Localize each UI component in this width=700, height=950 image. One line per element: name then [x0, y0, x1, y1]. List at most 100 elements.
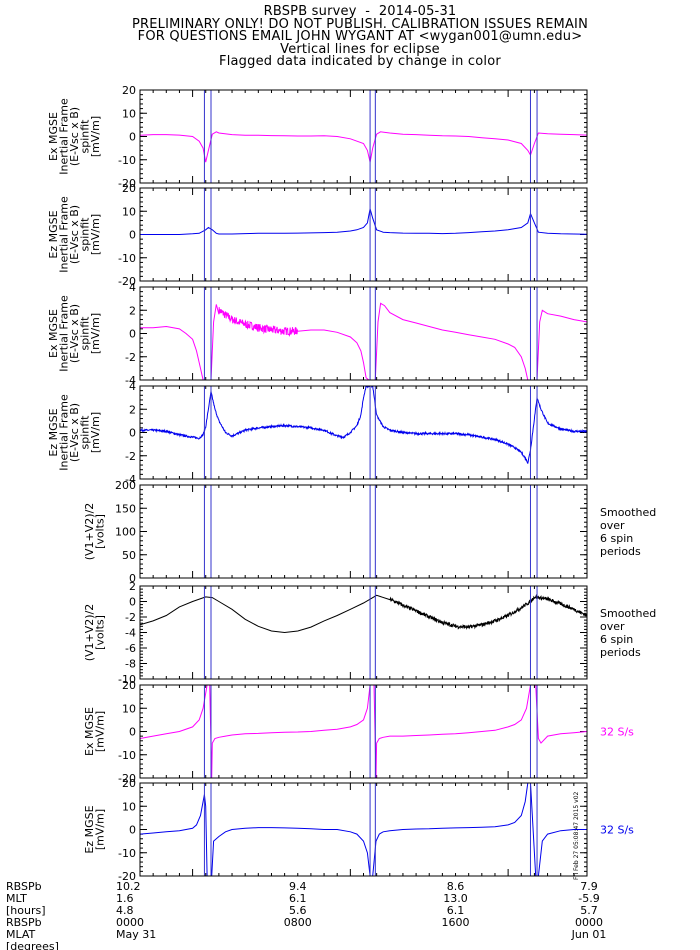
time-axis-value: 0000 — [575, 916, 603, 929]
y-tick-label: -6 — [125, 642, 136, 655]
series-line — [140, 131, 587, 163]
y-axis-label: Ez MGSE — [47, 210, 60, 258]
y-axis-label: [mV/m] — [93, 711, 106, 752]
y-axis-label: Ex MGSE — [47, 309, 60, 358]
y-axis-label: [mV/m] — [89, 313, 102, 354]
panel-frame — [139, 187, 588, 282]
side-label: Smoothed — [600, 607, 656, 620]
time-row-label: MLAT — [6, 928, 36, 941]
time-row-label: [hours] — [6, 904, 46, 917]
time-axis-value: 1600 — [442, 916, 470, 929]
panel-frame — [139, 684, 588, 779]
y-axis-label: spinfit — [79, 217, 92, 252]
series-line — [140, 386, 587, 465]
series-line — [140, 593, 587, 634]
y-axis-label: [mV/m] — [93, 809, 106, 850]
time-row-label: MLT — [6, 892, 27, 905]
side-label: 32 S/s — [600, 824, 634, 837]
side-label: periods — [600, 545, 641, 558]
y-axis-label: (V1+V2)/2 — [83, 503, 96, 561]
y-tick-label: 0 — [129, 596, 136, 609]
y-tick-label: 2 — [129, 403, 136, 416]
y-axis-label: Ez MGSE — [83, 805, 96, 853]
y-axis-label: (E-Vsc x B) — [68, 205, 81, 264]
y-tick-label: -2 — [125, 611, 136, 624]
y-tick-label: 4 — [129, 281, 136, 294]
y-tick-label: 20 — [122, 679, 136, 692]
time-axis-value: 10.2 — [116, 880, 141, 893]
y-axis-label: Inertial Frame — [58, 98, 71, 175]
side-label: 32 S/s — [600, 726, 634, 739]
time-axis-value: 6.1 — [289, 892, 307, 905]
y-axis-label: spinfit — [79, 316, 92, 351]
processing-stamp: Fri Feb 27 05:08:47 2015 v02 — [573, 791, 580, 880]
y-tick-label: 2 — [129, 304, 136, 317]
series-line — [140, 208, 587, 235]
y-axis-label: Ex MGSE — [47, 112, 60, 161]
y-tick-label: 10 — [122, 702, 136, 715]
panel-8: 20 10 0 -10 -20 Ez MGSE[mV/m] 32 S/s — [83, 777, 634, 883]
flag-note: Flagged data indicated by change in colo… — [219, 54, 501, 69]
side-label: periods — [600, 646, 641, 659]
y-axis-label: Ex MGSE — [83, 707, 96, 756]
y-tick-label: 10 — [122, 800, 136, 813]
y-tick-label: -10 — [118, 749, 136, 762]
y-tick-label: 0 — [129, 427, 136, 440]
time-axis-value: 1.6 — [116, 892, 134, 905]
y-axis-label: spinfit — [79, 415, 92, 450]
time-row-label: RBSPb — [6, 916, 42, 929]
y-tick-label: -10 — [118, 252, 136, 265]
y-tick-label: 20 — [122, 84, 136, 97]
y-tick-label: 20 — [122, 182, 136, 195]
y-tick-label: 0 — [129, 328, 136, 341]
panel-frame — [139, 385, 588, 480]
time-axis-value: 5.7 — [580, 904, 598, 917]
y-axis-label: Ez MGSE — [47, 408, 60, 456]
time-axis-value: 6.1 — [447, 904, 465, 917]
y-tick-label: -20 — [118, 177, 136, 190]
time-row-label: RBSPb — [6, 880, 42, 893]
y-tick-label: 0 — [129, 229, 136, 242]
warning-line: PRELIMINARY ONLY! DO NOT PUBLISH. CALIBR… — [131, 16, 589, 32]
y-tick-label: 0 — [129, 572, 136, 585]
plot-header: RBSPB survey - 2014-05-31 PRELIMINARY ON… — [0, 5, 700, 69]
y-tick-label: 200 — [115, 479, 136, 492]
time-axis-value: 0000 — [116, 916, 144, 929]
time-axis-value: 0800 — [284, 916, 312, 929]
series-line — [140, 302, 587, 380]
y-tick-label: -8 — [125, 658, 136, 671]
y-tick-label: -20 — [118, 772, 136, 785]
y-axis-label: [mV/m] — [89, 214, 102, 255]
y-tick-label: -2 — [125, 450, 136, 463]
y-axis-label: [volts] — [93, 514, 106, 549]
panel-frame — [139, 782, 588, 877]
time-axis-value: 4.8 — [116, 904, 134, 917]
time-axis-value: May 31 — [116, 928, 156, 941]
side-label: 6 spin — [600, 532, 633, 545]
y-tick-label: -2 — [125, 351, 136, 364]
y-tick-label: 4 — [129, 380, 136, 393]
y-tick-label: -20 — [118, 870, 136, 883]
panel-6: 2 0 -2 -4 -6 -8 -10 (V1+V2)/2[volts] Smoothedove… — [83, 580, 656, 686]
y-axis-label: (E-Vsc x B) — [68, 403, 81, 462]
panel-frame — [139, 585, 588, 680]
time-axis-value: 8.6 — [447, 880, 465, 893]
y-tick-label: -4 — [125, 374, 136, 387]
y-tick-label: 20 — [122, 777, 136, 790]
y-tick-label: 0 — [129, 726, 136, 739]
y-axis-label: [volts] — [93, 615, 106, 650]
y-tick-label: 150 — [115, 502, 136, 515]
y-tick-label: -4 — [125, 627, 136, 640]
contact-line: FOR QUESTIONS EMAIL JOHN WYGANT AT <wyga… — [137, 29, 583, 44]
y-axis-label: [mV/m] — [89, 412, 102, 453]
panel-7: 20 10 0 -10 -20 Ex MGSE[mV/m] 32 S/s — [83, 679, 634, 785]
panel-frame — [139, 89, 588, 184]
y-axis-label: (E-Vsc x B) — [68, 107, 81, 166]
y-tick-label: -10 — [118, 673, 136, 686]
time-row-label: [degrees] — [6, 940, 59, 950]
time-axis-value: Jun 01 — [571, 928, 607, 941]
